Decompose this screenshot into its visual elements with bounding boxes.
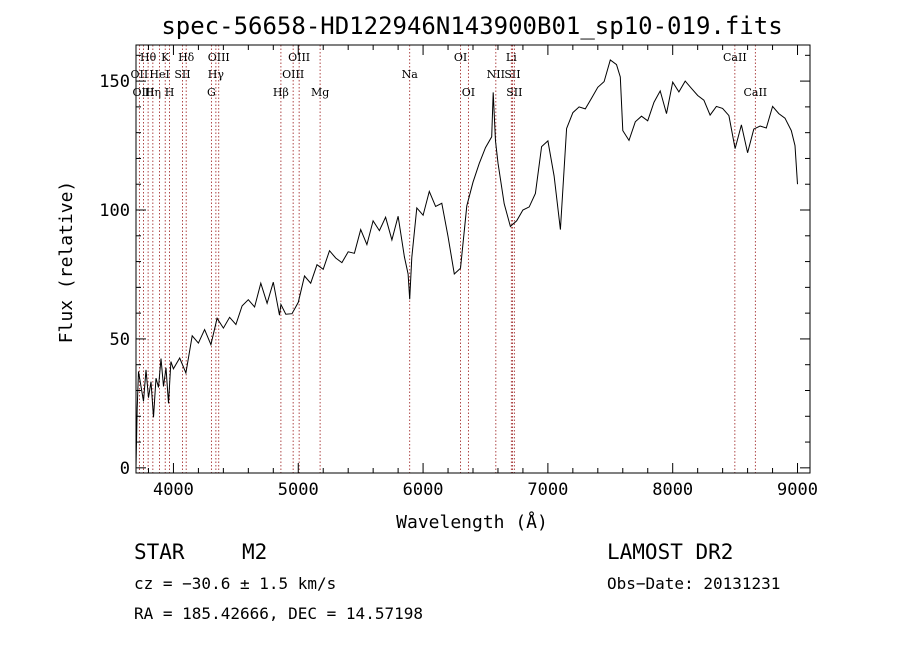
- y-axis-label: Flux (relative): [56, 181, 77, 344]
- spectral-line-label: Mg: [311, 86, 329, 99]
- spectral-line-label: OIII: [132, 86, 154, 99]
- object-subclass: M2: [242, 540, 268, 564]
- chart-title: spec-56658-HD122946N143900B01_sp10-019.f…: [161, 12, 782, 40]
- spectral-line-label: Hγ: [208, 68, 225, 81]
- survey-name: LAMOST DR2: [607, 540, 734, 564]
- spectral-line-label: OI: [462, 86, 475, 99]
- observation-date: Obs−Date: 20131231: [607, 574, 781, 593]
- coordinates: RA = 185.42666, DEC = 14.57198: [134, 604, 423, 623]
- object-class: STAR: [134, 540, 185, 564]
- x-tick-label: 8000: [652, 480, 693, 500]
- spectral-line-label: K: [161, 51, 170, 64]
- spectral-line-label: HeI: [149, 68, 169, 81]
- spectral-line-label: Li: [506, 51, 517, 64]
- spectral-line-label: OIII: [282, 68, 304, 81]
- redshift-cz: cz = −30.6 ± 1.5 km/s: [134, 574, 337, 593]
- spectral-line-label: OI: [454, 51, 467, 64]
- spectrum-line: [135, 59, 798, 468]
- plot-frame: [135, 44, 811, 474]
- x-axis-label: Wavelength (Å): [396, 511, 548, 533]
- spectral-line-label: CaII: [723, 51, 747, 64]
- spectral-line-label: NII: [487, 68, 505, 81]
- spectral-line-label: H: [165, 86, 175, 99]
- spectral-line-label: CaII: [743, 86, 767, 99]
- y-tick-label: 50: [110, 330, 130, 350]
- axis-ticks: 4000 5000 6000 7000 8000 9000 0 50 100 150: [99, 45, 818, 500]
- y-tick-label: 0: [120, 459, 130, 479]
- spectral-line-label: Hδ: [178, 51, 195, 64]
- spectral-line-label: OII: [131, 68, 149, 81]
- x-tick-label: 9000: [777, 480, 818, 500]
- y-tick-label: 150: [99, 72, 130, 92]
- x-tick-label: 5000: [278, 480, 319, 500]
- spectral-line-label: OIII: [208, 51, 230, 64]
- spectral-line-label: Hβ: [273, 86, 289, 99]
- x-tick-label: 4000: [153, 480, 194, 500]
- x-tick-label: 7000: [527, 480, 568, 500]
- spectral-line-label: OIII: [288, 51, 310, 64]
- spectral-line-label: Na: [402, 68, 419, 81]
- y-tick-label: 100: [99, 201, 130, 221]
- spectral-line-label: G: [207, 86, 216, 99]
- x-tick-label: 6000: [403, 480, 444, 500]
- spectral-line-label: Hη: [145, 86, 161, 99]
- spectral-line-label: SII: [506, 86, 522, 99]
- spectral-line-label: SII: [504, 68, 520, 81]
- spectral-line-label: Hθ: [140, 51, 157, 64]
- spectral-line-label: SII: [174, 68, 190, 81]
